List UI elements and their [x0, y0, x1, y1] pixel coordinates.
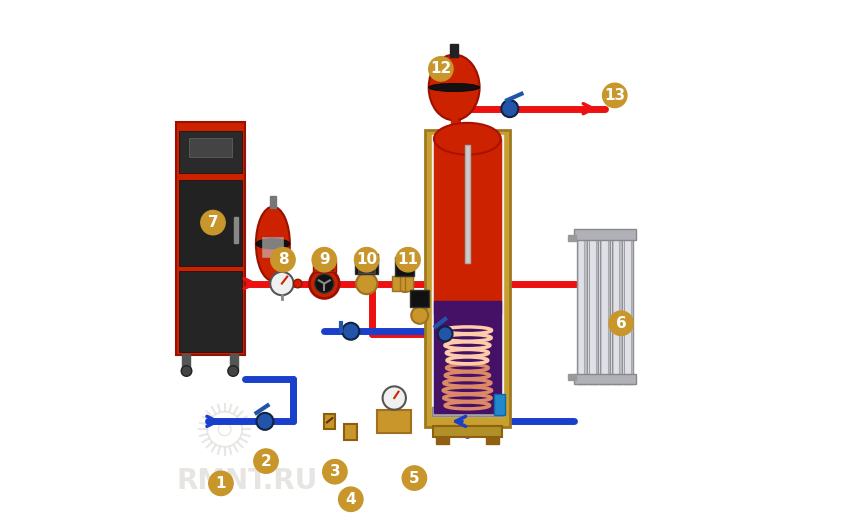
Bar — [568, 374, 576, 380]
Bar — [263, 237, 284, 257]
Bar — [432, 407, 503, 416]
Bar — [465, 145, 470, 263]
Bar — [182, 354, 190, 371]
Bar — [591, 238, 595, 376]
Text: 5: 5 — [409, 471, 420, 485]
Bar — [494, 394, 505, 415]
Circle shape — [312, 248, 337, 272]
Text: 1: 1 — [216, 476, 226, 491]
Bar — [626, 238, 630, 376]
Bar — [405, 276, 413, 291]
Bar — [179, 180, 241, 267]
Bar — [486, 436, 499, 444]
Bar — [230, 354, 238, 371]
Circle shape — [270, 272, 293, 295]
Bar — [179, 131, 241, 173]
Circle shape — [338, 487, 363, 511]
Circle shape — [402, 466, 427, 490]
Text: 7: 7 — [207, 215, 218, 230]
Circle shape — [354, 248, 379, 272]
Bar — [179, 271, 241, 352]
Bar — [316, 262, 333, 270]
Bar — [344, 424, 357, 440]
Circle shape — [257, 413, 274, 430]
Text: 3: 3 — [330, 464, 340, 479]
Circle shape — [314, 274, 334, 293]
Circle shape — [428, 57, 453, 81]
Bar — [392, 276, 400, 291]
Circle shape — [309, 269, 339, 298]
Circle shape — [209, 471, 233, 496]
Text: 9: 9 — [319, 252, 330, 267]
Bar — [313, 260, 336, 272]
Circle shape — [228, 366, 239, 376]
Bar — [269, 196, 276, 208]
Bar — [425, 130, 510, 427]
Bar — [612, 231, 621, 384]
Bar — [575, 374, 636, 384]
Circle shape — [411, 307, 428, 324]
Circle shape — [356, 273, 377, 294]
Circle shape — [396, 275, 413, 292]
Text: 4: 4 — [345, 492, 356, 507]
Circle shape — [502, 100, 518, 117]
Bar — [600, 231, 610, 384]
Bar — [432, 135, 503, 416]
Bar — [568, 235, 576, 241]
Bar — [589, 231, 598, 384]
Circle shape — [201, 210, 225, 235]
Circle shape — [396, 248, 420, 272]
Bar — [577, 231, 586, 384]
Text: 13: 13 — [604, 88, 626, 103]
Circle shape — [603, 83, 627, 108]
Bar — [451, 118, 457, 126]
Text: RMNT.RU: RMNT.RU — [177, 467, 318, 495]
Bar — [434, 301, 501, 413]
Circle shape — [438, 326, 452, 341]
Bar — [235, 217, 239, 243]
Bar — [176, 122, 245, 355]
Bar — [325, 414, 335, 429]
Circle shape — [343, 323, 360, 340]
Bar — [450, 44, 458, 57]
Bar — [602, 238, 607, 376]
Ellipse shape — [256, 238, 290, 249]
Circle shape — [382, 386, 406, 410]
Bar — [377, 410, 411, 433]
Ellipse shape — [434, 123, 501, 155]
Circle shape — [271, 248, 295, 272]
Bar — [614, 238, 618, 376]
Text: 6: 6 — [615, 316, 626, 331]
Text: 8: 8 — [278, 252, 288, 267]
Text: 2: 2 — [261, 454, 271, 469]
Text: 12: 12 — [430, 61, 451, 76]
Ellipse shape — [428, 55, 479, 120]
Circle shape — [323, 460, 347, 484]
Bar — [433, 426, 502, 437]
Bar — [395, 257, 415, 276]
Bar — [434, 139, 501, 314]
Ellipse shape — [428, 83, 479, 92]
Circle shape — [181, 366, 192, 376]
Circle shape — [254, 449, 278, 473]
Bar — [358, 259, 375, 273]
Bar — [624, 231, 633, 384]
Bar — [355, 254, 378, 274]
Circle shape — [609, 311, 633, 335]
Text: 11: 11 — [398, 252, 418, 267]
Bar — [190, 138, 231, 157]
Bar — [579, 238, 583, 376]
Text: 10: 10 — [356, 252, 377, 267]
Bar — [411, 290, 429, 307]
Bar — [575, 229, 636, 240]
Bar — [435, 436, 449, 444]
Ellipse shape — [256, 207, 290, 281]
Circle shape — [293, 279, 302, 288]
